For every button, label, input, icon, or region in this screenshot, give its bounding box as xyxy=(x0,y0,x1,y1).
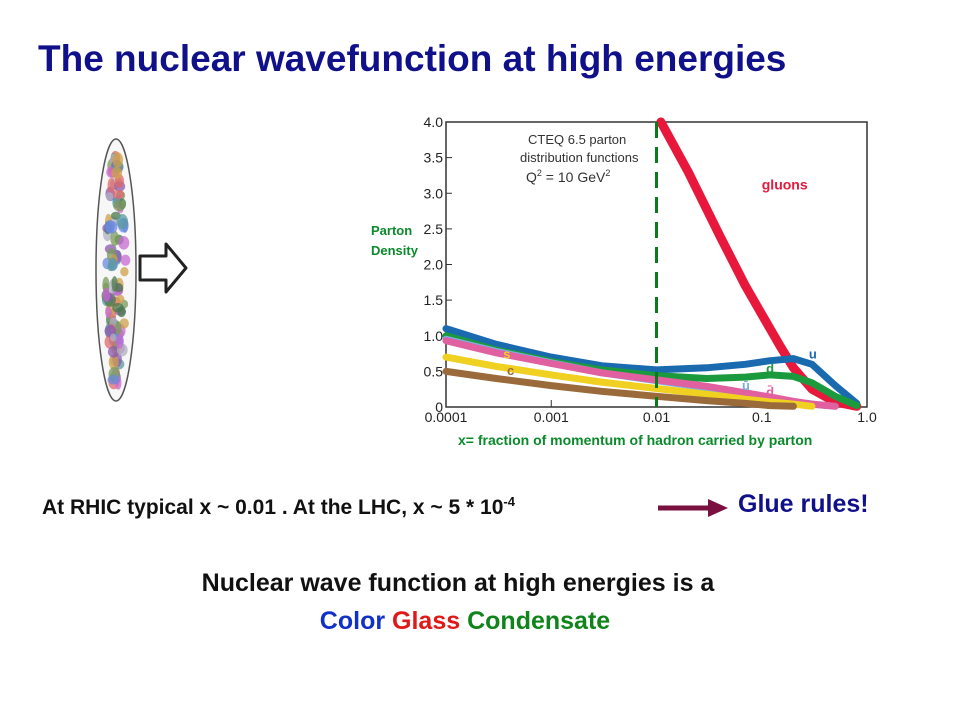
x-tick-label: 0.001 xyxy=(534,409,569,425)
parton-blob xyxy=(105,306,112,319)
panel-text-line-1: CTEQ 6.5 parton xyxy=(528,132,626,147)
pdf-chart: 0 0.5 1.0 1.5 2.0 2.5 3.0 3.5 4.0 0.0001 0.001 0.0… xyxy=(424,114,877,425)
y-tick-label: 1.0 xyxy=(424,328,444,344)
parton-blob xyxy=(116,214,129,230)
y-tick-label: 3.5 xyxy=(424,150,444,166)
series-label: gluons xyxy=(762,177,808,193)
series-label: d̄ xyxy=(766,384,774,399)
y-axis-label-line-2: Density xyxy=(371,243,418,258)
panel-text-line-2: distribution functions xyxy=(520,150,639,165)
series-label: ū xyxy=(742,378,750,393)
parton-blobs xyxy=(101,150,131,390)
motion-arrow-icon xyxy=(138,242,188,294)
panel-text-line-3: Q2 = 10 GeV2 xyxy=(526,168,610,185)
parton-blob xyxy=(111,166,123,179)
series-label: u xyxy=(809,347,817,362)
parton-blob xyxy=(114,321,122,335)
parton-blob xyxy=(120,254,131,266)
word-condensate: Condensate xyxy=(467,607,611,635)
parton-blob xyxy=(102,287,111,302)
statement-lead: At RHIC typical x ~ 0.01 . At the LHC, x… xyxy=(42,496,504,519)
y-tick-label: 4.0 xyxy=(424,114,444,130)
parton-blob xyxy=(107,374,120,385)
parton-blob xyxy=(118,236,130,250)
y-tick-label: 2.0 xyxy=(424,257,444,273)
x-tick-label: 0.1 xyxy=(752,409,772,425)
parton-blob xyxy=(115,334,124,349)
parton-blob xyxy=(107,346,120,358)
x-axis-label: x= fraction of momentum of hadron carrie… xyxy=(458,432,813,448)
y-axis-label-line-1: Parton xyxy=(371,223,413,238)
nucleus-illustration xyxy=(95,138,188,402)
parton-blob xyxy=(112,152,124,168)
parton-blob xyxy=(108,354,119,370)
parton-blob xyxy=(116,294,125,304)
rhic-lhc-statement: At RHIC typical x ~ 0.01 . At the LHC, x… xyxy=(42,494,515,520)
word-glass: Glass xyxy=(392,607,461,635)
x-tick-label: 0.0001 xyxy=(425,409,468,425)
y-tick-label: 1.5 xyxy=(424,292,444,308)
slide-title: The nuclear wavefunction at high energie… xyxy=(38,38,787,79)
parton-blob xyxy=(112,302,124,313)
parton-blob xyxy=(113,200,125,212)
y-tick-label: 3.0 xyxy=(424,185,444,201)
y-tick-label: 0 xyxy=(435,399,443,415)
series-label: c xyxy=(507,363,514,378)
y-axis-label: Parton Density xyxy=(371,221,418,261)
parton-blob xyxy=(105,220,118,234)
conclusion-line-2: Color Glass Condensate xyxy=(0,607,930,636)
right-arrow-icon xyxy=(658,499,728,517)
parton-blob xyxy=(107,177,116,193)
series-line xyxy=(442,367,797,410)
series-line xyxy=(442,325,861,407)
parton-blob xyxy=(108,257,118,272)
word-color: Color xyxy=(319,607,386,635)
series-line xyxy=(656,117,862,411)
x-tick-label: 0.01 xyxy=(643,409,670,425)
y-tick-label: 0.5 xyxy=(424,363,444,379)
conclusion-line-1: Nuclear wave function at high energies i… xyxy=(201,569,715,597)
parton-blob xyxy=(111,276,118,292)
parton-blob xyxy=(119,318,129,329)
series-label: s xyxy=(503,347,510,362)
parton-blob xyxy=(110,333,117,342)
statement-exponent: -4 xyxy=(503,494,515,509)
glue-rules-text: Glue rules! xyxy=(738,490,869,518)
parton-blob xyxy=(110,230,119,247)
parton-blob xyxy=(120,267,129,277)
parton-blob xyxy=(113,189,125,200)
y-tick-label: 2.5 xyxy=(424,221,444,237)
series-label: d xyxy=(766,361,774,376)
x-tick-label: 1.0 xyxy=(857,409,877,425)
parton-blob xyxy=(105,192,114,201)
